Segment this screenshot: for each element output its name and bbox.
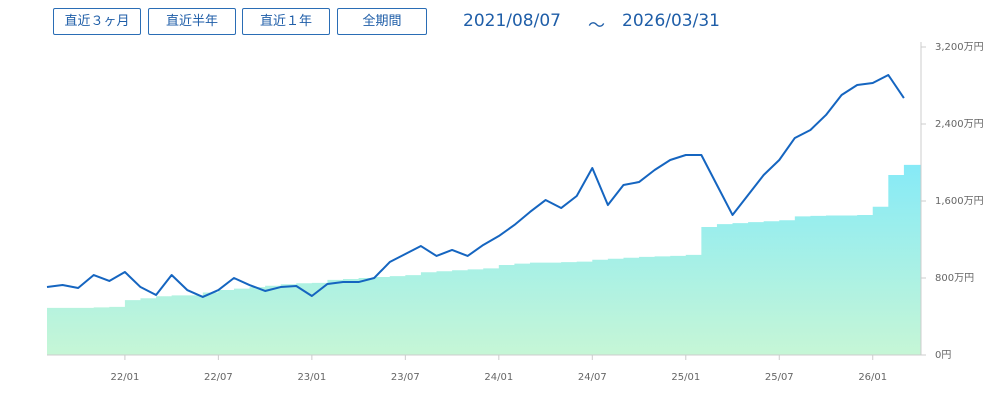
date-start: 2021/08/07 — [463, 11, 561, 31]
range-button[interactable]: 全期間 — [337, 8, 427, 35]
y-tick-label: 0円 — [935, 350, 951, 361]
y-tick-label: 3,200万円 — [935, 42, 984, 53]
line — [46, 74, 905, 298]
range-button[interactable]: 直近１年 — [242, 8, 330, 35]
range-button[interactable]: 直近半年 — [148, 8, 236, 35]
x-tick-label: 24/07 — [578, 372, 607, 383]
y-tick-label: 800万円 — [935, 273, 974, 284]
x-tick-label: 25/01 — [671, 372, 700, 383]
x-tick-label: 23/01 — [297, 372, 326, 383]
range-button[interactable]: 直近３ヶ月 — [53, 8, 141, 35]
y-tick-label: 2,400万円 — [935, 119, 984, 130]
x-tick-label: 24/01 — [484, 372, 513, 383]
x-tick-label: 22/01 — [110, 372, 139, 383]
area — [47, 164, 921, 355]
x-tick-label: 23/07 — [391, 372, 420, 383]
date-separator: ～ — [588, 16, 605, 36]
x-tick-label: 22/07 — [204, 372, 233, 383]
date-end: 2026/03/31 — [622, 11, 720, 31]
x-tick-label: 26/01 — [858, 372, 887, 383]
y-tick-label: 1,600万円 — [935, 196, 984, 207]
x-tick-label: 25/07 — [765, 372, 794, 383]
